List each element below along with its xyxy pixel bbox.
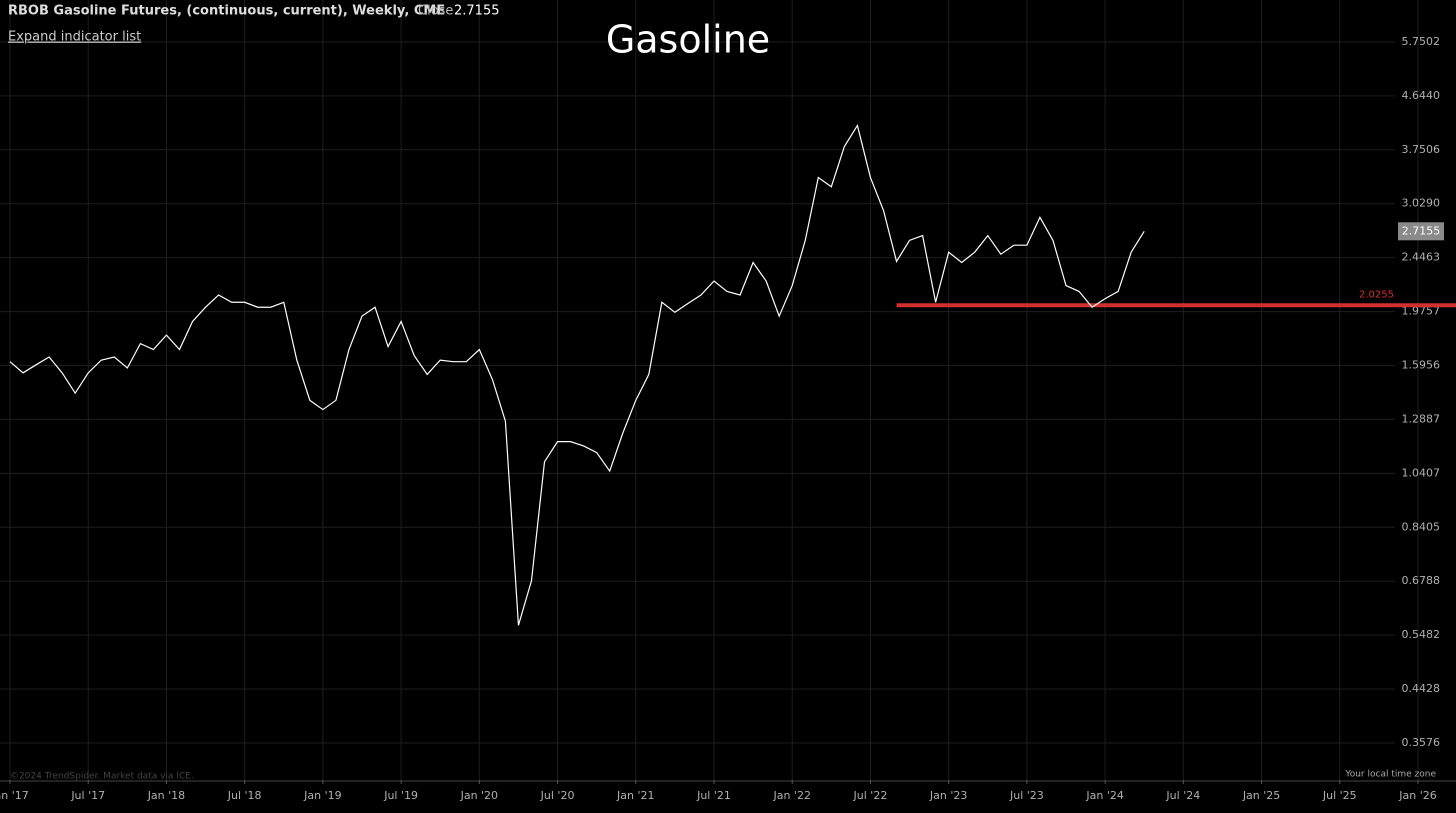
x-tick-label: Jan '17: [0, 789, 29, 802]
x-tick-label: Jan '19: [303, 789, 341, 802]
x-tick-label: Jul '19: [383, 789, 418, 802]
y-tick-label: 2.4463: [1402, 251, 1441, 264]
price-line: [9, 123, 1145, 626]
y-tick-label: 1.9757: [1402, 305, 1441, 318]
y-tick-label: 3.7506: [1402, 143, 1441, 156]
x-tick-label: Jul '24: [1165, 789, 1200, 802]
grid: [0, 0, 1419, 780]
support-level-label: 2.0255: [1359, 289, 1394, 300]
close-value: 2.7155: [454, 4, 500, 19]
x-tick-label: Jan '18: [147, 789, 185, 802]
credit: ©2024 TrendSpider. Market data via ICE.: [10, 772, 194, 782]
price-tag-label: 2.7155: [1402, 224, 1441, 237]
x-tick-label: Jul '25: [1322, 789, 1357, 802]
x-tick-label: Jul '23: [1009, 789, 1044, 802]
y-tick-label: 3.0290: [1402, 197, 1441, 210]
y-tick-label: 5.7502: [1402, 35, 1441, 48]
y-tick-label: 0.4428: [1402, 682, 1441, 695]
price-tag: [1398, 222, 1444, 241]
symbol-title: RBOB Gasoline Futures, (continuous, curr…: [8, 4, 445, 19]
y-tick-label: 1.0407: [1402, 466, 1441, 479]
y-tick-label: 1.2887: [1402, 412, 1441, 425]
y-tick-label: 1.5956: [1402, 359, 1441, 372]
close-label: Close: [418, 4, 453, 19]
chart-title: Gasoline: [606, 18, 770, 62]
x-tick-label: Jul '21: [696, 789, 731, 802]
x-tick-label: Jul '17: [70, 789, 105, 802]
timezone: Your local time zone: [1344, 770, 1436, 780]
x-tick-label: Jul '18: [227, 789, 262, 802]
x-tick-label: Jul '20: [540, 789, 575, 802]
y-tick-label: 4.6440: [1402, 89, 1441, 102]
y-tick-label: 0.8405: [1402, 520, 1441, 533]
x-tick-label: Jan '20: [460, 789, 498, 802]
y-tick-label: 0.3576: [1402, 736, 1441, 749]
x-tick-label: Jan '24: [1085, 789, 1123, 802]
y-tick-label: 0.6788: [1402, 574, 1441, 587]
x-tick-label: Jan '23: [929, 789, 967, 802]
x-tick-label: Jan '25: [1242, 789, 1280, 802]
x-tick-label: Jan '22: [772, 789, 810, 802]
expand-indicators[interactable]: Expand indicator list: [8, 30, 141, 45]
x-tick-label: Jan '21: [616, 789, 654, 802]
x-tick-label: Jul '22: [853, 789, 888, 802]
y-tick-label: 0.5482: [1402, 628, 1441, 641]
x-tick-label: Jan '26: [1398, 789, 1436, 802]
